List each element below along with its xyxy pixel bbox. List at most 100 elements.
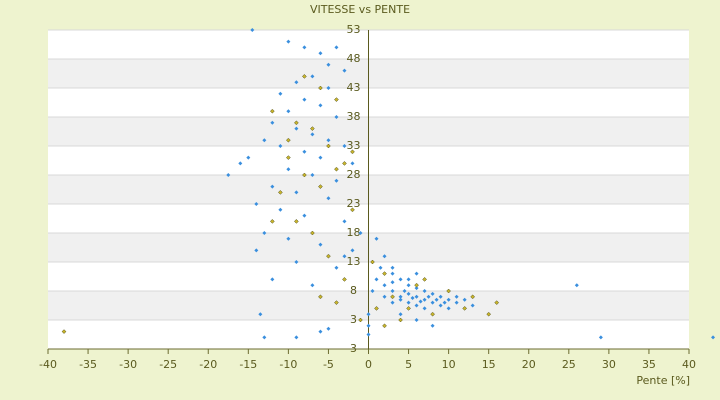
- scatter-point: [462, 306, 468, 311]
- scatter-point: [446, 288, 451, 294]
- scatter-point: [246, 155, 251, 160]
- scatter-point: [350, 248, 355, 253]
- scatter-point: [422, 306, 427, 311]
- scatter-point: [414, 282, 419, 288]
- scatter-point: [406, 306, 411, 311]
- scatter-point: [350, 207, 355, 213]
- scatter-point: [402, 289, 407, 293]
- x-tick-label: -10: [279, 358, 297, 371]
- scatter-point: [326, 326, 331, 331]
- scatter-point: [262, 231, 267, 235]
- scatter-point: [318, 103, 323, 108]
- scatter-point: [426, 294, 431, 299]
- scatter-point: [326, 86, 331, 90]
- scatter-point: [258, 312, 263, 317]
- scatter-point: [278, 190, 283, 195]
- scatter-point: [294, 190, 299, 195]
- scatter-point: [250, 28, 255, 32]
- scatter-point: [430, 311, 435, 317]
- scatter-point: [382, 294, 387, 299]
- y-tick-label: 23: [347, 197, 361, 210]
- scatter-point: [446, 297, 451, 302]
- scatter-point: [318, 242, 323, 247]
- scatter-point: [262, 138, 267, 143]
- scatter-point: [414, 271, 419, 276]
- scatter-point: [410, 295, 415, 300]
- scatter-point: [286, 39, 291, 44]
- scatter-point: [318, 329, 323, 334]
- scatter-point: [438, 303, 443, 308]
- scatter-point: [302, 149, 307, 154]
- scatter-point: [278, 144, 283, 148]
- scatter-point: [390, 294, 395, 300]
- x-tick-label: -5: [323, 358, 334, 371]
- scatter-point: [310, 74, 315, 79]
- y-tick-label: 3: [350, 313, 357, 326]
- scatter-point: [414, 294, 419, 299]
- y-tick-label: 8: [350, 284, 357, 297]
- scatter-point: [302, 213, 307, 218]
- scatter-point: [366, 323, 371, 328]
- scatter-point: [370, 289, 375, 293]
- scatter-point: [310, 132, 315, 137]
- y-tick-label: 18: [347, 226, 361, 239]
- scatter-point: [382, 271, 387, 276]
- x-tick-label: 30: [602, 358, 616, 371]
- scatter-point: [358, 231, 363, 235]
- scatter-point: [342, 68, 347, 73]
- scatter-point: [390, 300, 395, 305]
- scatter-point: [366, 312, 371, 317]
- scatter-point: [334, 97, 339, 102]
- scatter-point: [422, 289, 427, 293]
- y-tick-label: 38: [347, 110, 361, 123]
- scatter-point: [342, 219, 347, 224]
- scatter-point: [286, 155, 291, 160]
- y-tick-label: 33: [347, 139, 361, 152]
- scatter-point: [398, 294, 403, 299]
- scatter-point: [366, 332, 371, 337]
- scatter-point: [470, 303, 475, 308]
- scatter-point: [326, 253, 331, 259]
- x-tick-label: 15: [482, 358, 496, 371]
- scatter-point: [358, 317, 363, 323]
- chart-title: VITESSE vs PENTE: [310, 3, 410, 16]
- scatter-point: [462, 297, 467, 302]
- scatter-point: [406, 300, 411, 305]
- scatter-point: [470, 294, 476, 300]
- x-tick-label: 20: [522, 358, 536, 371]
- scatter-point: [318, 51, 323, 56]
- scatter-point: [334, 45, 339, 50]
- scatter-point: [269, 219, 275, 224]
- scatter-point: [269, 108, 275, 114]
- scatter-point: [446, 306, 451, 311]
- scatter-point: [382, 254, 387, 259]
- scatter-point: [374, 306, 379, 311]
- scatter-point: [310, 126, 315, 131]
- scatter-point: [434, 297, 439, 302]
- scatter-point: [310, 283, 315, 288]
- scatter-point: [486, 311, 492, 317]
- x-axis-label: Pente [%]: [636, 374, 690, 387]
- scatter-point: [342, 144, 347, 148]
- scatter-point: [442, 300, 447, 305]
- x-tick-label: -20: [199, 358, 217, 371]
- scatter-point: [270, 277, 275, 282]
- scatter-point: [61, 329, 67, 334]
- scatter-point: [294, 260, 299, 264]
- scatter-point: [278, 207, 283, 212]
- scatter-point: [302, 74, 307, 79]
- scatter-point: [226, 173, 231, 177]
- scatter-point: [318, 155, 323, 160]
- scatter-point: [414, 318, 419, 322]
- scatter-point: [326, 143, 331, 149]
- scatter-point: [334, 115, 339, 119]
- x-tick-label: 10: [442, 358, 456, 371]
- scatter-point: [302, 172, 307, 178]
- scatter-point: [422, 297, 427, 302]
- x-tick-label: 0: [365, 358, 372, 371]
- scatter-point: [598, 335, 603, 340]
- scatter-point: [398, 312, 403, 317]
- y-tick-label: 13: [347, 255, 361, 268]
- scatter-point: [398, 297, 403, 302]
